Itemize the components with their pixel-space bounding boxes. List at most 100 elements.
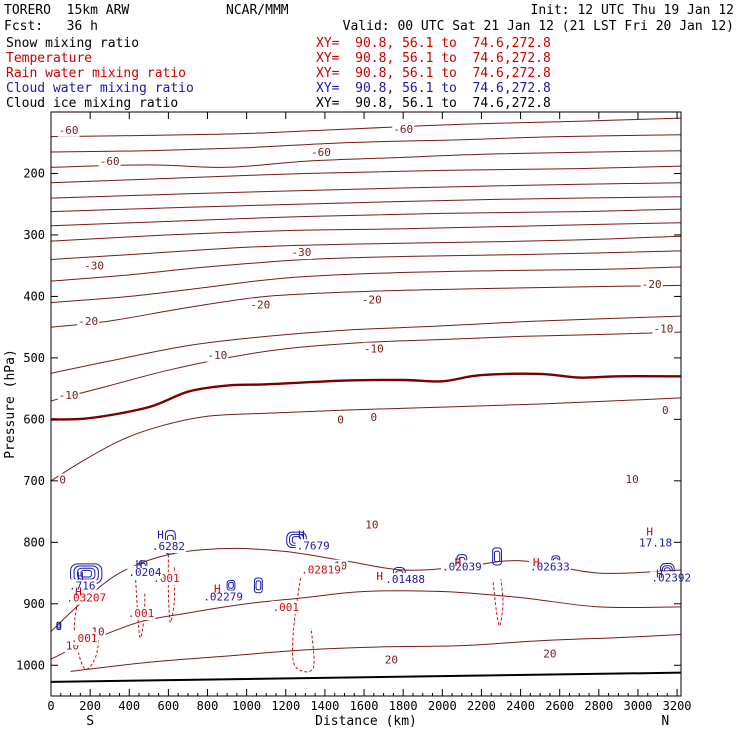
temperature-contour-11 bbox=[51, 182, 681, 199]
temperature-label-9-bg bbox=[360, 293, 383, 307]
rain-label-1: .001 bbox=[128, 607, 155, 620]
cloud-water-label-1: .0204 bbox=[128, 566, 161, 579]
cloud-water-label-6: .02633 bbox=[530, 560, 570, 573]
cloud-water-label-2: .6282 bbox=[152, 540, 185, 553]
contour-labels: -60 -60 -60 -60 -30 -30 -20 -20 -20 -20 -10 -10 -10 -… bbox=[57, 123, 693, 667]
temperature-contour-8 bbox=[51, 222, 681, 242]
rain-contour-4 bbox=[492, 579, 504, 627]
high-marker-5: H bbox=[214, 582, 221, 595]
legend-xy-rain: XY= 90.8, 56.1 to 74.6,272.8 bbox=[316, 66, 551, 81]
cloud-water-label-9: 17.18 bbox=[639, 536, 672, 549]
temperature-contours bbox=[51, 117, 681, 672]
y-tick-label-6: 800 bbox=[23, 535, 45, 549]
y-tick-label-7: 900 bbox=[23, 597, 45, 611]
x-tick-label-10: 2000 bbox=[428, 699, 457, 713]
legend-label-cloud-water: Cloud water mixing ratio bbox=[6, 81, 194, 96]
y-tick-label-4: 600 bbox=[23, 412, 45, 426]
cloud-water-label-2-bg bbox=[150, 540, 186, 554]
temperature-label-3: -60 bbox=[393, 123, 413, 136]
temperature-label-5-bg bbox=[290, 246, 313, 260]
x-axis-label: Distance (km) bbox=[315, 714, 417, 729]
x-tick-label-16: 3200 bbox=[663, 699, 692, 713]
legend-xy-cloud-ice: XY= 90.8, 56.1 to 74.6,272.8 bbox=[316, 96, 551, 111]
cloud-water-label-6-bg bbox=[529, 560, 571, 574]
temperature-contour-3 bbox=[51, 315, 681, 374]
temperature-label-8-bg bbox=[77, 315, 100, 329]
x-axis-left-end-label: S bbox=[86, 714, 94, 729]
temperature-contour-1 bbox=[51, 397, 681, 482]
temperature-contour-4 bbox=[51, 284, 681, 328]
x-tick-label-9: 1800 bbox=[389, 699, 418, 713]
temperature-label-17-bg bbox=[58, 473, 68, 487]
cloud-water-contour-10-ring-0 bbox=[226, 579, 236, 591]
temperature-label-15-bg bbox=[369, 410, 379, 424]
temperature-label-15: 0 bbox=[371, 411, 378, 424]
temperature-label-11-bg bbox=[362, 342, 385, 356]
temperature-label-16-bg bbox=[661, 404, 670, 418]
cloud-water-contour-6-ring-0 bbox=[492, 547, 502, 566]
org-name: NCAR/MMM bbox=[226, 3, 289, 18]
x-tick-label-7: 1400 bbox=[310, 699, 339, 713]
temperature-label-14: 0 bbox=[337, 413, 344, 426]
cloud-water-contour-6-ring-1 bbox=[493, 550, 501, 563]
temperature-contour-17 bbox=[51, 590, 681, 660]
temperature-contour-10 bbox=[51, 196, 681, 213]
cloud-water-label-3-bg bbox=[295, 539, 331, 553]
x-tick-label-1: 200 bbox=[79, 699, 101, 713]
temperature-label-7-bg bbox=[249, 298, 272, 312]
temperature-label-23-bg bbox=[383, 653, 400, 667]
plot-frame bbox=[50, 111, 682, 697]
temperature-contour-7 bbox=[51, 235, 681, 260]
init-time: Init: 12 UTC Thu 19 Jan 12 bbox=[530, 3, 735, 18]
rain-label-3: .001 bbox=[273, 601, 300, 614]
temperature-label-18-bg bbox=[624, 472, 640, 486]
x-tick-label-15: 3000 bbox=[624, 699, 653, 713]
rain-contour-2 bbox=[167, 554, 176, 623]
rain-label-0: .001 bbox=[71, 632, 98, 645]
rain-label-5-bg bbox=[65, 591, 108, 605]
rain-label-5: .03207 bbox=[66, 592, 106, 605]
x-tick-label-5: 1000 bbox=[232, 699, 261, 713]
temperature-label-5: -30 bbox=[291, 246, 311, 259]
temperature-label-23: 20 bbox=[385, 654, 398, 667]
temperature-contour-6 bbox=[51, 250, 681, 282]
legend-xy-temperature: XY= 90.8, 56.1 to 74.6,272.8 bbox=[316, 51, 551, 66]
y-axis-label: Pressure (hPa) bbox=[3, 349, 18, 459]
rain-label-1-bg bbox=[126, 607, 156, 621]
high-marker-10: H bbox=[656, 568, 663, 581]
temperature-contour-9 bbox=[51, 208, 681, 227]
axes: 0 200 400 600 800 1000 1200 1400 1600 1800 2000 220… bbox=[16, 112, 692, 713]
x-tick-label-0: 0 bbox=[47, 699, 54, 713]
legend-label-temperature: Temperature bbox=[6, 51, 93, 66]
x-tick-label-2: 400 bbox=[118, 699, 140, 713]
temperature-label-3-bg bbox=[392, 123, 415, 137]
rain-label-4-bg bbox=[300, 563, 342, 577]
temperature-label-24: 20 bbox=[543, 648, 556, 661]
x-tick-label-6: 1200 bbox=[271, 699, 300, 713]
high-marker-3: H bbox=[157, 528, 164, 541]
temperature-contour-2 bbox=[51, 331, 681, 402]
cloud-water-label-7-bg bbox=[650, 571, 693, 585]
rain-label-3-bg bbox=[271, 600, 301, 614]
temperature-label-19-bg bbox=[364, 518, 380, 532]
y-tick-label-5: 700 bbox=[23, 474, 45, 488]
cloud-water-contour-9-ring-0 bbox=[253, 577, 263, 594]
high-marker-1: H bbox=[75, 585, 82, 598]
cloud-water-contour-11-ring-0 bbox=[56, 621, 62, 631]
temperature-label-10-bg bbox=[652, 322, 675, 336]
cloud-water-label-1-bg bbox=[127, 565, 163, 579]
temperature-label-7: -20 bbox=[250, 298, 270, 311]
temperature-label-4: -30 bbox=[84, 260, 104, 273]
cloud-water-label-0: .716 bbox=[69, 579, 96, 592]
high-marker-4: H bbox=[298, 528, 305, 541]
x-tick-label-11: 2200 bbox=[467, 699, 496, 713]
x-tick-label-8: 1600 bbox=[350, 699, 379, 713]
forecast-hour: Fcst: 36 h bbox=[4, 19, 98, 34]
rain-contour-1 bbox=[134, 569, 146, 639]
x-tick-label-12: 2400 bbox=[506, 699, 535, 713]
ground-surface bbox=[50, 671, 682, 683]
temperature-contour-18 bbox=[70, 634, 681, 672]
legend-label-cloud-ice: Cloud ice mixing ratio bbox=[6, 96, 179, 111]
y-tick-label-1: 300 bbox=[23, 228, 45, 242]
temperature-label-16: 0 bbox=[662, 404, 669, 417]
